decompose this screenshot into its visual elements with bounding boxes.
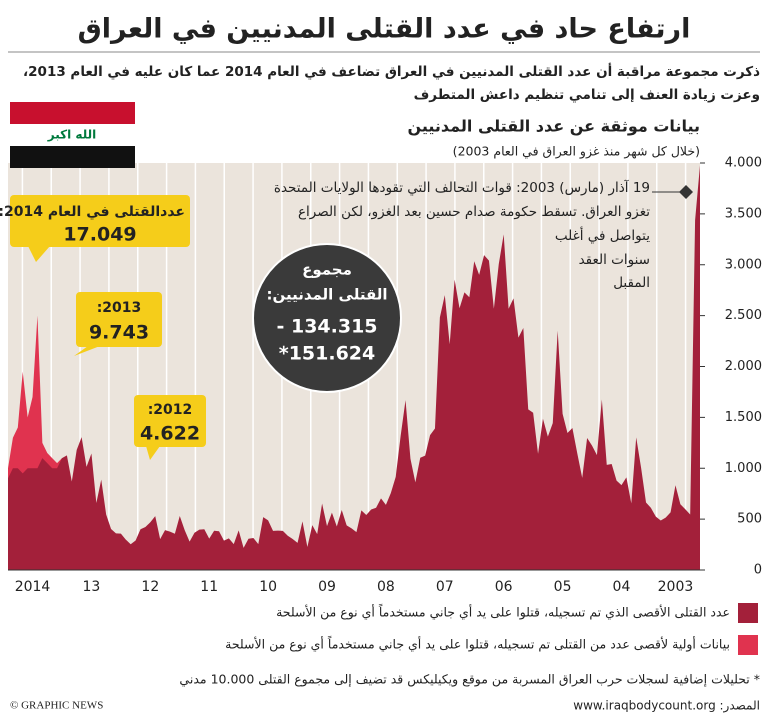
callout-value: 9.743 xyxy=(89,322,149,344)
y-tick-label: 3.000 xyxy=(725,257,762,272)
callout-box xyxy=(10,195,190,247)
x-tick-label: 08 xyxy=(377,579,395,595)
total-text: 134.315 - xyxy=(276,316,377,338)
callout-box xyxy=(76,292,162,347)
y-tick-label: 1.500 xyxy=(725,410,762,425)
y-tick-label: 2.500 xyxy=(725,308,762,323)
legend-swatch xyxy=(738,635,758,655)
area xyxy=(8,165,700,570)
callout-label: :2012 xyxy=(148,402,193,418)
subtitle: ذكرت مجموعة مراقبة أن عدد القتلى المدنيي… xyxy=(23,63,760,80)
y-tick-label: 4.000 xyxy=(725,156,762,171)
total-text: مجموع xyxy=(302,261,352,279)
callout-label: عددالقتلى في العام 2014: xyxy=(0,204,185,220)
annotation-marker xyxy=(679,185,693,199)
credit: © GRAPHIC NEWS xyxy=(10,700,103,712)
y-tick-label: 3.500 xyxy=(725,206,762,221)
callout-pointer xyxy=(74,346,100,356)
subtitle: وعزت زيادة العنف إلى تنامي تنظيم داعش ال… xyxy=(414,87,760,103)
flag: الله اكبر xyxy=(10,102,135,168)
annotation-text: 19 آذار (مارس) 2003: قوات التحالف التي ت… xyxy=(274,179,650,196)
total-text: 151.624* xyxy=(279,343,375,365)
y-tick-label: 1.000 xyxy=(725,461,762,476)
x-tick-label: 04 xyxy=(613,579,631,595)
x-tick-label: 06 xyxy=(495,579,513,595)
flag-stripe xyxy=(10,102,135,124)
annotation-text: يتواصل في أغلب xyxy=(555,226,650,244)
x-tick-label: 07 xyxy=(436,579,454,595)
chart-marks xyxy=(8,165,700,570)
annotation-text: تغزو العراق. تسقط حكومة صدام حسين بعد ال… xyxy=(298,204,650,220)
legend-label: عدد القتلى الأقصى الذي تم تسجيله، قتلوا … xyxy=(276,603,730,621)
x-tick-label: 2014 xyxy=(15,579,51,595)
legend-swatch xyxy=(738,603,758,623)
callout-pointer xyxy=(146,446,160,460)
chart-title: ارتفاع حاد في عدد القتلى المدنيين في الع… xyxy=(78,14,691,45)
x-tick-label: 12 xyxy=(141,579,159,595)
y-tick-label: 0 xyxy=(754,563,762,578)
flag-stripe xyxy=(10,124,135,146)
callout-pointer xyxy=(28,246,50,262)
x-tick-label: 2003 xyxy=(658,579,694,595)
x-tick-label: 05 xyxy=(554,579,572,595)
source: المصدر: www.iraqbodycount.org xyxy=(573,699,760,714)
x-tick-label: 11 xyxy=(200,579,218,595)
callout-box xyxy=(134,395,206,447)
y-tick-label: 500 xyxy=(737,512,762,527)
legend-label: بيانات أولية لأقصى عدد من القتلى تم تسجي… xyxy=(225,635,730,653)
callout-value: 17.049 xyxy=(63,224,136,246)
flag-text: الله اكبر xyxy=(47,128,96,142)
callout-value: 4.622 xyxy=(140,423,200,445)
annotations: 19 آذار (مارس) 2003: قوات التحالف التي ت… xyxy=(0,179,693,460)
annotation-text: المقبل xyxy=(613,275,650,291)
callout-label: :2013 xyxy=(97,300,142,316)
footnote: * تحليلات إضافية لسجلات حرب العراق المسر… xyxy=(179,672,760,688)
chart-section-title: بيانات موثقة عن عدد القتلى المدنيين xyxy=(407,117,700,136)
y-tick-label: 2.000 xyxy=(725,359,762,374)
flag-stripe xyxy=(10,146,135,168)
x-tick-label: 10 xyxy=(259,579,277,595)
x-tick-label: 13 xyxy=(83,579,101,595)
chart-section-subtitle: (خلال كل شهر منذ غزو العراق في العام 200… xyxy=(453,144,700,160)
total-text: القتلى المدنيين: xyxy=(266,286,387,304)
total-circle xyxy=(252,243,402,393)
annotation-text: سنوات العقد xyxy=(579,252,650,268)
x-tick-label: 09 xyxy=(318,579,336,595)
